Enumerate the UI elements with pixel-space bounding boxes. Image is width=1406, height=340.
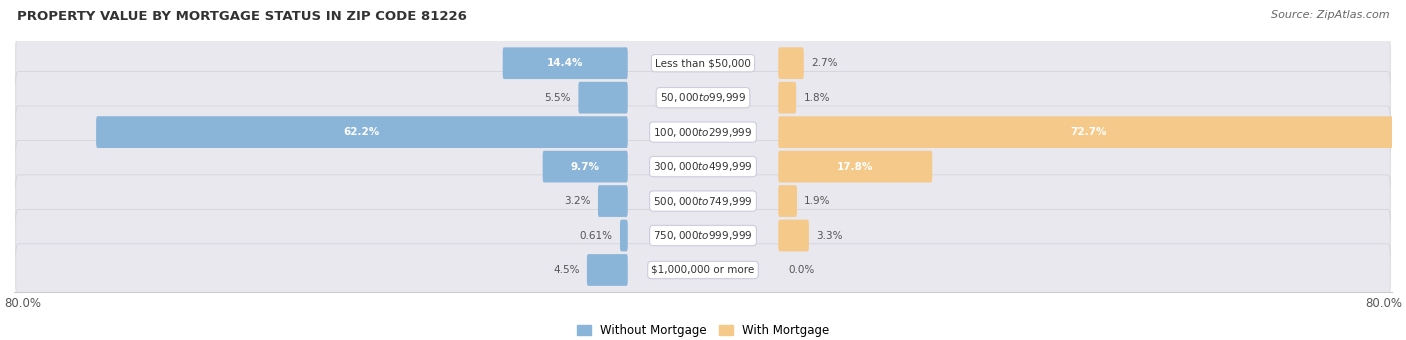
FancyBboxPatch shape (15, 140, 1391, 193)
Text: $100,000 to $299,999: $100,000 to $299,999 (654, 126, 752, 139)
FancyBboxPatch shape (598, 185, 627, 217)
FancyBboxPatch shape (543, 151, 627, 183)
FancyBboxPatch shape (586, 254, 627, 286)
Text: $750,000 to $999,999: $750,000 to $999,999 (654, 229, 752, 242)
Text: Source: ZipAtlas.com: Source: ZipAtlas.com (1271, 10, 1389, 20)
Text: 2.7%: 2.7% (811, 58, 838, 68)
FancyBboxPatch shape (15, 106, 1391, 158)
Text: 4.5%: 4.5% (553, 265, 579, 275)
FancyBboxPatch shape (15, 209, 1391, 262)
FancyBboxPatch shape (779, 220, 808, 251)
Text: 1.8%: 1.8% (803, 93, 830, 103)
Text: 5.5%: 5.5% (544, 93, 571, 103)
Text: 14.4%: 14.4% (547, 58, 583, 68)
FancyBboxPatch shape (779, 185, 797, 217)
Text: $300,000 to $499,999: $300,000 to $499,999 (654, 160, 752, 173)
Text: 9.7%: 9.7% (571, 162, 600, 172)
FancyBboxPatch shape (15, 244, 1391, 296)
FancyBboxPatch shape (503, 47, 627, 79)
FancyBboxPatch shape (779, 82, 796, 114)
FancyBboxPatch shape (15, 37, 1391, 89)
Text: 3.3%: 3.3% (815, 231, 842, 240)
Text: $1,000,000 or more: $1,000,000 or more (651, 265, 755, 275)
FancyBboxPatch shape (779, 47, 804, 79)
Text: 17.8%: 17.8% (837, 162, 873, 172)
Text: 1.9%: 1.9% (804, 196, 831, 206)
Text: $50,000 to $99,999: $50,000 to $99,999 (659, 91, 747, 104)
Text: 0.0%: 0.0% (787, 265, 814, 275)
FancyBboxPatch shape (779, 151, 932, 183)
FancyBboxPatch shape (779, 116, 1399, 148)
FancyBboxPatch shape (15, 175, 1391, 227)
Text: $500,000 to $749,999: $500,000 to $749,999 (654, 194, 752, 207)
Text: 72.7%: 72.7% (1070, 127, 1107, 137)
Text: 0.61%: 0.61% (579, 231, 613, 240)
Text: PROPERTY VALUE BY MORTGAGE STATUS IN ZIP CODE 81226: PROPERTY VALUE BY MORTGAGE STATUS IN ZIP… (17, 10, 467, 23)
Text: Less than $50,000: Less than $50,000 (655, 58, 751, 68)
FancyBboxPatch shape (96, 116, 627, 148)
FancyBboxPatch shape (15, 71, 1391, 124)
Legend: Without Mortgage, With Mortgage: Without Mortgage, With Mortgage (572, 319, 834, 340)
Text: 62.2%: 62.2% (344, 127, 380, 137)
Text: 3.2%: 3.2% (564, 196, 591, 206)
FancyBboxPatch shape (620, 220, 627, 251)
FancyBboxPatch shape (578, 82, 627, 114)
